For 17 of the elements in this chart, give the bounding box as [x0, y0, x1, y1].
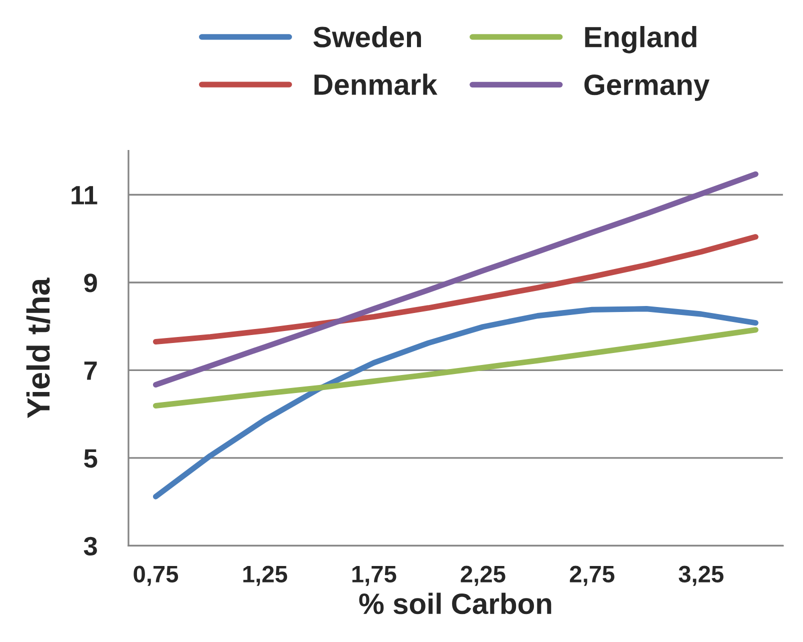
x-tick-label: 1,25 — [243, 566, 288, 586]
x-tick-label: 2,25 — [460, 566, 506, 586]
y-tick-label: 7 — [84, 362, 97, 380]
legend-label: Sweden — [313, 26, 421, 48]
x-axis-title: % soil Carbon — [359, 592, 552, 614]
x-tick-label: 3,25 — [678, 566, 724, 586]
legend-label: England — [585, 26, 696, 54]
y-tick-label: 11 — [72, 186, 98, 204]
y-axis-title: Yield t/ha — [26, 278, 50, 418]
x-tick-label: 1,75 — [352, 566, 396, 586]
y-tick-label: 9 — [84, 274, 97, 292]
x-tick-label: 2,75 — [570, 566, 614, 586]
x-tick-label: 0,75 — [134, 566, 178, 586]
y-tick-label: 3 — [84, 536, 97, 556]
y-tick-label: 5 — [84, 449, 98, 468]
legend-label: Germany — [584, 74, 710, 101]
legend-label: Denmark — [314, 74, 438, 96]
